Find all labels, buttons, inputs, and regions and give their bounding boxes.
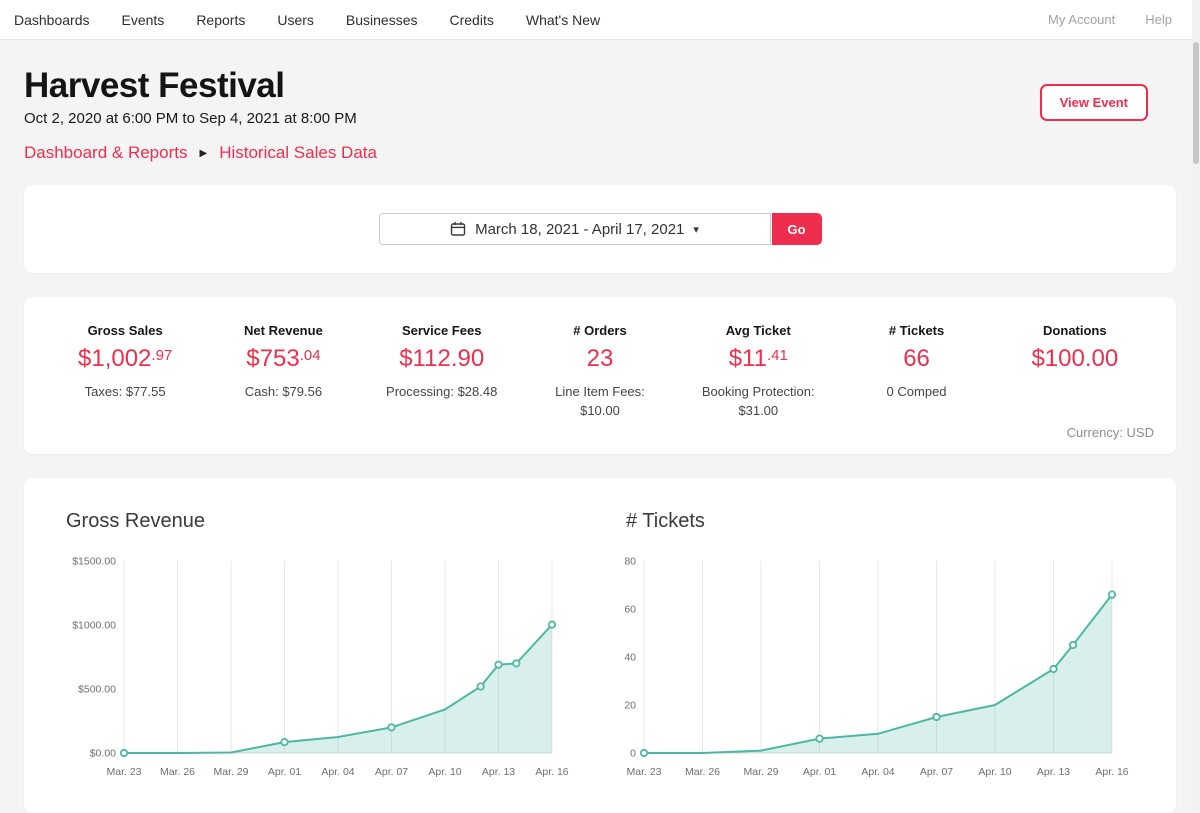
stat-service-fees: Service Fees $112.90 Processing: $28.48 bbox=[363, 323, 521, 421]
page-content: Harvest Festival Oct 2, 2020 at 6:00 PM … bbox=[0, 66, 1200, 813]
event-date-range: Oct 2, 2020 at 6:00 PM to Sep 4, 2021 at… bbox=[24, 110, 357, 127]
sales-summary-card: Gross Sales $1,002.97 Taxes: $77.55 Net … bbox=[24, 297, 1176, 454]
stat-value: $112.90 bbox=[399, 345, 485, 372]
svg-text:Apr. 04: Apr. 04 bbox=[861, 766, 894, 778]
event-header: Harvest Festival Oct 2, 2020 at 6:00 PM … bbox=[24, 66, 1176, 163]
chart-title-tickets: # Tickets bbox=[626, 509, 705, 532]
svg-text:60: 60 bbox=[624, 603, 636, 615]
breadcrumb-separator-icon: ▶ bbox=[199, 147, 208, 159]
svg-text:$1000.00: $1000.00 bbox=[72, 619, 116, 631]
svg-text:Mar. 23: Mar. 23 bbox=[626, 766, 661, 778]
stat-label: # Orders bbox=[573, 323, 627, 338]
nav-item-credits[interactable]: Credits bbox=[449, 11, 494, 28]
svg-text:Apr. 10: Apr. 10 bbox=[428, 766, 461, 778]
stat-value: 23 bbox=[586, 345, 614, 372]
nav-item-reports[interactable]: Reports bbox=[196, 11, 246, 28]
stat-label: Gross Sales bbox=[87, 323, 163, 338]
stat-net-revenue: Net Revenue $753.04 Cash: $79.56 bbox=[204, 323, 362, 421]
stat-orders: # Orders 23 Line Item Fees: $10.00 bbox=[521, 323, 679, 421]
stat-label: Service Fees bbox=[401, 323, 482, 338]
nav-item-dashboards[interactable]: Dashboards bbox=[14, 11, 90, 28]
tickets-chart-canvas: Mar. 23 Mar. 26 Mar. 29 Apr. 01 Apr. 04 Apr. … bbox=[600, 547, 1160, 787]
svg-text:40: 40 bbox=[624, 651, 636, 663]
stat-donations: Donations $100.00 bbox=[996, 323, 1154, 421]
svg-text:Apr. 10: Apr. 10 bbox=[978, 766, 1011, 778]
nav-item-users[interactable]: Users bbox=[277, 11, 314, 28]
stat-gross-sales: Gross Sales $1,002.97 Taxes: $77.55 bbox=[46, 323, 204, 421]
svg-text:Mar. 26: Mar. 26 bbox=[160, 766, 195, 778]
gross-revenue-chart: Gross Revenue Mar. 23 Mar. 26 Mar. 29 Apr. … bbox=[40, 504, 600, 787]
stat-value: $11.41 bbox=[728, 345, 788, 372]
top-nav-left: Dashboards Events Reports Users Business… bbox=[14, 12, 600, 28]
svg-text:Apr. 01: Apr. 01 bbox=[268, 766, 301, 778]
svg-text:Apr. 16: Apr. 16 bbox=[535, 766, 568, 778]
my-account-link[interactable]: My Account bbox=[1048, 12, 1116, 27]
gross-revenue-chart-canvas: Mar. 23 Mar. 26 Mar. 29 Apr. 01 Apr. 04 Apr. … bbox=[40, 547, 600, 787]
scrollbar-thumb[interactable] bbox=[1193, 42, 1199, 164]
date-range-picker[interactable]: March 18, 2021 - April 17, 2021 ▾ bbox=[378, 213, 771, 245]
svg-text:$1500.00: $1500.00 bbox=[72, 555, 116, 567]
stat-avg-ticket: Avg Ticket $11.41 Booking Protection: $3… bbox=[679, 323, 837, 421]
svg-text:Apr. 07: Apr. 07 bbox=[375, 766, 408, 778]
nav-item-businesses[interactable]: Businesses bbox=[345, 11, 418, 28]
calendar-icon bbox=[450, 221, 466, 237]
chart-title-gross-revenue: Gross Revenue bbox=[66, 509, 205, 532]
svg-text:Mar. 26: Mar. 26 bbox=[685, 766, 720, 778]
svg-text:$500.00: $500.00 bbox=[78, 683, 116, 695]
stat-value: $1,002.97 bbox=[78, 345, 173, 372]
stat-value: $753.04 bbox=[246, 345, 321, 372]
stat-subtext: Cash: $79.56 bbox=[244, 384, 323, 399]
stat-subtext: Processing: $28.48 bbox=[386, 384, 498, 399]
stat-tickets: # Tickets 66 0 Comped bbox=[837, 323, 995, 421]
svg-text:80: 80 bbox=[624, 555, 636, 567]
stat-subtext: Taxes: $77.55 bbox=[84, 384, 166, 399]
go-button[interactable]: Go bbox=[771, 213, 822, 245]
stat-label: Avg Ticket bbox=[725, 323, 791, 338]
nav-item-whats-new[interactable]: What's New bbox=[525, 11, 601, 28]
date-filter-card: March 18, 2021 - April 17, 2021 ▾ Go bbox=[24, 185, 1176, 273]
date-filter-group: March 18, 2021 - April 17, 2021 ▾ Go bbox=[378, 213, 822, 245]
date-range-value: March 18, 2021 - April 17, 2021 bbox=[475, 220, 685, 238]
breadcrumb-dashboard-reports[interactable]: Dashboard & Reports bbox=[24, 143, 188, 162]
page-title: Harvest Festival bbox=[24, 66, 285, 105]
svg-text:Mar. 29: Mar. 29 bbox=[213, 766, 248, 778]
svg-text:Apr. 04: Apr. 04 bbox=[321, 766, 354, 778]
svg-text:Apr. 13: Apr. 13 bbox=[482, 766, 515, 778]
svg-text:0: 0 bbox=[630, 747, 636, 759]
stat-subtext: Line Item Fees: $10.00 bbox=[555, 384, 645, 418]
view-event-button[interactable]: View Event bbox=[1039, 84, 1148, 121]
svg-text:Apr. 13: Apr. 13 bbox=[1037, 766, 1070, 778]
charts-card: Gross Revenue Mar. 23 Mar. 26 Mar. 29 Apr. … bbox=[24, 477, 1176, 813]
stat-subtext: Booking Protection: $31.00 bbox=[701, 384, 815, 418]
svg-text:Apr. 01: Apr. 01 bbox=[803, 766, 836, 778]
help-link[interactable]: Help bbox=[1145, 12, 1172, 27]
nav-item-events[interactable]: Events bbox=[121, 11, 165, 28]
breadcrumb: Dashboard & Reports ▶ Historical Sales D… bbox=[24, 143, 1176, 163]
svg-text:$0.00: $0.00 bbox=[90, 747, 116, 759]
svg-text:20: 20 bbox=[624, 699, 636, 711]
page-scrollbar[interactable] bbox=[1192, 0, 1200, 812]
stat-label: # Tickets bbox=[888, 323, 945, 338]
svg-text:Mar. 29: Mar. 29 bbox=[743, 766, 778, 778]
svg-text:Apr. 16: Apr. 16 bbox=[1095, 766, 1128, 778]
stats-row: Gross Sales $1,002.97 Taxes: $77.55 Net … bbox=[46, 323, 1154, 421]
chevron-down-icon: ▾ bbox=[693, 223, 699, 236]
tickets-chart: # Tickets Mar. 23 Mar. 26 Mar. 29 Apr. 01 Ap… bbox=[600, 504, 1160, 787]
top-nav-right: My Account Help bbox=[1048, 12, 1186, 27]
stat-label: Donations bbox=[1043, 323, 1107, 338]
stat-value: 66 bbox=[903, 345, 930, 372]
stat-subtext: 0 Comped bbox=[886, 384, 947, 399]
svg-text:Apr. 07: Apr. 07 bbox=[920, 766, 953, 778]
svg-text:Mar. 23: Mar. 23 bbox=[106, 766, 141, 778]
currency-note: Currency: USD bbox=[1066, 424, 1154, 440]
breadcrumb-historical-sales-data[interactable]: Historical Sales Data bbox=[219, 143, 377, 162]
stat-label: Net Revenue bbox=[244, 323, 323, 338]
top-nav: Dashboards Events Reports Users Business… bbox=[0, 0, 1200, 40]
stat-value: $100.00 bbox=[1031, 345, 1119, 372]
